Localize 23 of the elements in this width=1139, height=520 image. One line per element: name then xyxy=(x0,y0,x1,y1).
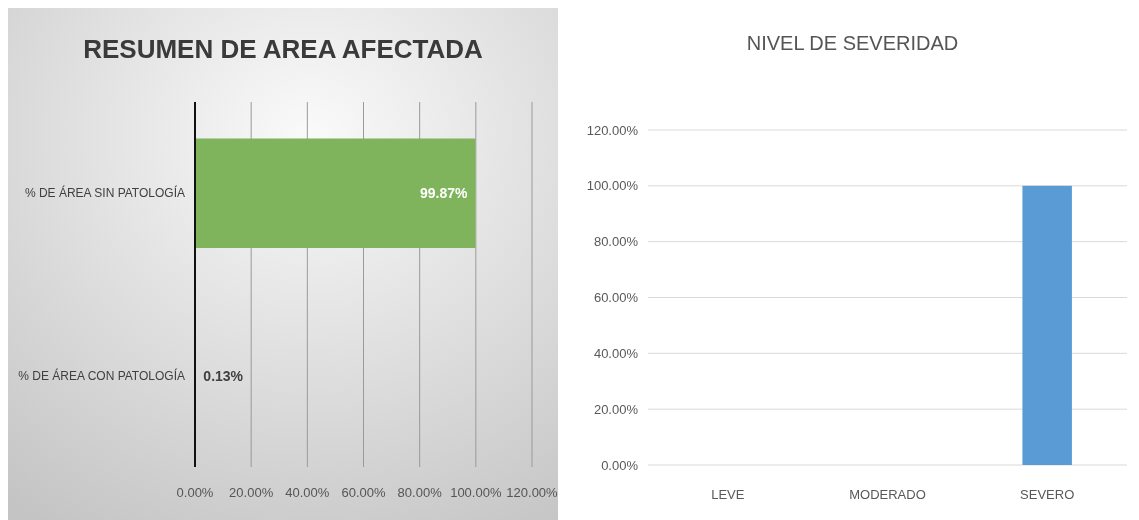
data-label: 99.87% xyxy=(419,185,469,202)
x-tick-label: 80.00% xyxy=(397,485,443,500)
x-tick-label: LEVE xyxy=(711,487,745,502)
x-tick-label: 40.00% xyxy=(285,485,330,500)
y-tick-label: 40.00% xyxy=(593,345,639,361)
y-tick-label: % DE ÁREA CON PATOLOGÍA xyxy=(18,367,185,383)
y-tick-label: 120.00% xyxy=(586,122,639,138)
y-tick-label: 0.00% xyxy=(601,457,639,473)
x-tick-label: SEVERO xyxy=(1020,487,1075,502)
y-tick-label: 100.00% xyxy=(586,178,639,194)
x-tick-label: 0.00% xyxy=(176,485,214,500)
y-tick-label: 60.00% xyxy=(593,290,639,306)
y-tick-label: 80.00% xyxy=(593,234,639,250)
chart-title: RESUMEN DE AREA AFECTADA xyxy=(83,34,484,64)
data-label: 0.13% xyxy=(203,367,244,384)
chart-title: NIVEL DE SEVERIDAD xyxy=(746,32,959,54)
x-tick-label: 60.00% xyxy=(341,485,386,500)
x-tick-label: MODERADO xyxy=(849,487,926,502)
x-tick-label: 100.00% xyxy=(450,485,502,500)
y-tick-label: % DE ÁREA SIN PATOLOGÍA xyxy=(24,185,185,201)
y-tick-label: 20.00% xyxy=(593,401,639,417)
x-tick-label: 20.00% xyxy=(229,485,274,500)
x-tick-label: 120.00% xyxy=(506,485,559,500)
